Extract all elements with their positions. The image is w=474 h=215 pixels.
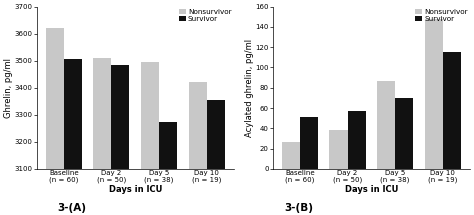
Bar: [141, 62, 159, 215]
Bar: [189, 82, 207, 215]
X-axis label: Days in ICU: Days in ICU: [109, 185, 162, 194]
Legend: Nonsurvivor, Survivor: Nonsurvivor, Survivor: [415, 8, 468, 23]
Bar: [329, 130, 347, 169]
Text: 3-(A): 3-(A): [57, 203, 86, 213]
Bar: [159, 121, 177, 215]
Bar: [46, 28, 64, 215]
Bar: [395, 98, 413, 169]
Bar: [347, 111, 365, 169]
Bar: [64, 59, 82, 215]
Bar: [282, 143, 300, 169]
Bar: [425, 19, 443, 169]
Text: 3-(B): 3-(B): [284, 203, 313, 213]
Bar: [111, 65, 129, 215]
Legend: Nonsurvivor, Survivor: Nonsurvivor, Survivor: [179, 8, 232, 23]
Bar: [443, 52, 461, 169]
Bar: [93, 58, 111, 215]
Bar: [300, 117, 318, 169]
Y-axis label: Acylated ghrelin, pg/ml: Acylated ghrelin, pg/ml: [245, 39, 254, 137]
Bar: [207, 100, 225, 215]
X-axis label: Days in ICU: Days in ICU: [345, 185, 398, 194]
Y-axis label: Ghrelin, pg/ml: Ghrelin, pg/ml: [4, 58, 13, 118]
Bar: [377, 81, 395, 169]
